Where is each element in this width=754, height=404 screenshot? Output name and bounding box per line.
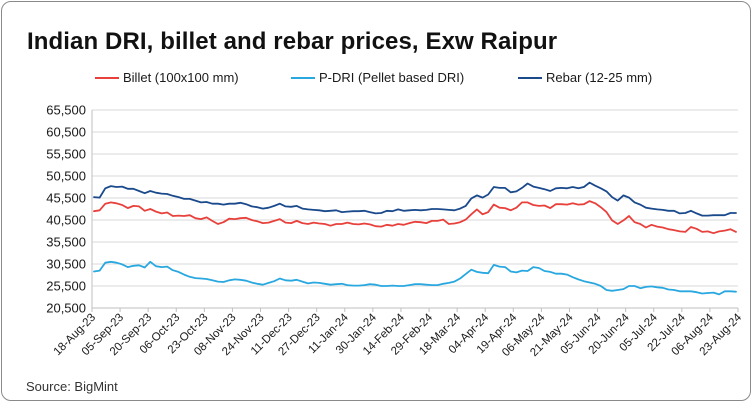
y-tick-label: 65,500: [46, 103, 86, 118]
y-tick-label: 30,500: [46, 257, 86, 272]
y-tick-label: 60,500: [46, 125, 86, 140]
legend-label-billet: Billet (100x100 mm): [123, 70, 239, 85]
y-tick-label: 45,500: [46, 191, 86, 206]
legend-label-pdri: P-DRI (Pellet based DRI): [319, 70, 465, 85]
legend-label-rebar: Rebar (12-25 mm): [546, 70, 653, 85]
y-tick-label: 25,500: [46, 279, 86, 294]
y-tick-label: 50,500: [46, 169, 86, 184]
y-tick-label: 55,500: [46, 147, 86, 162]
y-axis: 65,500 60,500 55,500 50,500 45,500 40,500 35,5…: [46, 103, 93, 316]
legend-item-rebar: Rebar (12-25 mm): [518, 70, 652, 85]
source-note: Source: BigMint: [26, 379, 118, 394]
chart-title: Indian DRI, billet and rebar prices, Exw…: [27, 28, 558, 55]
series-lines: [93, 181, 737, 296]
legend-item-pdri: P-DRI (Pellet based DRI): [291, 70, 464, 85]
legend-swatch-pdri: [291, 76, 315, 79]
legend-swatch-billet: [95, 76, 119, 79]
y-tick-label: 40,500: [46, 213, 86, 228]
legend: Billet (100x100 mm) P-DRI (Pellet based …: [2, 70, 754, 90]
y-tick-label: 20,500: [46, 301, 86, 316]
series-line-billet: [93, 200, 737, 235]
y-tick-label: 35,500: [46, 235, 86, 250]
series-line-pdri: [93, 260, 737, 296]
x-axis: 18-Aug-2305-Sep-2320-Sep-2306-Oct-2323-O…: [52, 307, 745, 359]
legend-swatch-rebar: [518, 76, 542, 79]
legend-item-billet: Billet (100x100 mm): [95, 70, 239, 85]
series-line-rebar: [93, 181, 737, 217]
